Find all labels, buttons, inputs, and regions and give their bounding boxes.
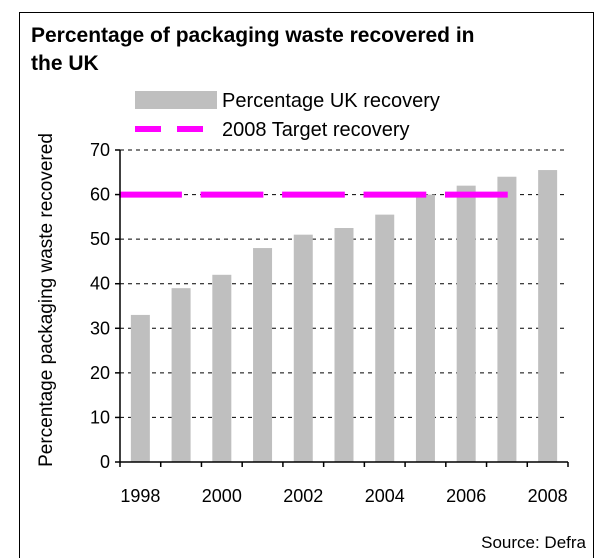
bar-2004 <box>375 214 395 462</box>
x-tick-label: 2002 <box>283 486 323 506</box>
y-tick-label: 40 <box>90 274 110 294</box>
y-tick-label: 30 <box>90 318 110 338</box>
legend-label-recovery: Percentage UK recovery <box>222 90 440 112</box>
y-tick-label: 20 <box>90 363 110 383</box>
bar-2000 <box>212 274 232 462</box>
y-tick-labels: 0 10 20 30 40 50 60 70 <box>90 140 110 472</box>
bar-2005 <box>415 194 435 463</box>
y-tick-label: 50 <box>90 229 110 249</box>
x-tick-label: 1998 <box>120 486 160 506</box>
chart-title-line1: Percentage of packaging waste recovered … <box>31 24 475 47</box>
bar-2001 <box>253 248 273 462</box>
x-tick-label: 2004 <box>365 486 405 506</box>
bar-2007 <box>497 176 517 462</box>
bar-2003 <box>334 228 354 462</box>
y-tick-label: 0 <box>100 452 110 472</box>
bars <box>130 170 558 463</box>
y-axis-label: Percentage packaging waste recovered <box>36 133 57 467</box>
bar-1999 <box>171 288 191 462</box>
bar-2006 <box>456 185 476 462</box>
chart-title-line2: the UK <box>31 52 99 75</box>
legend-swatch-recovery <box>135 91 217 109</box>
x-tick-label: 2000 <box>202 486 242 506</box>
legend-label-target: 2008 Target recovery <box>222 119 410 141</box>
x-tick-label: 2006 <box>446 486 486 506</box>
y-tick-label: 60 <box>90 185 110 205</box>
x-tick-label: 2008 <box>528 486 568 506</box>
y-tick-label: 70 <box>90 140 110 160</box>
bar-2008 <box>538 170 558 463</box>
bar-2002 <box>293 234 313 462</box>
source-note: Source: Defra <box>481 533 586 552</box>
axes <box>115 149 569 467</box>
y-tick-label: 10 <box>90 407 110 427</box>
x-tick-labels: 1998 2000 2002 2004 2006 2008 <box>120 486 567 506</box>
bar-1998 <box>130 314 150 462</box>
chart-frame <box>19 12 594 558</box>
